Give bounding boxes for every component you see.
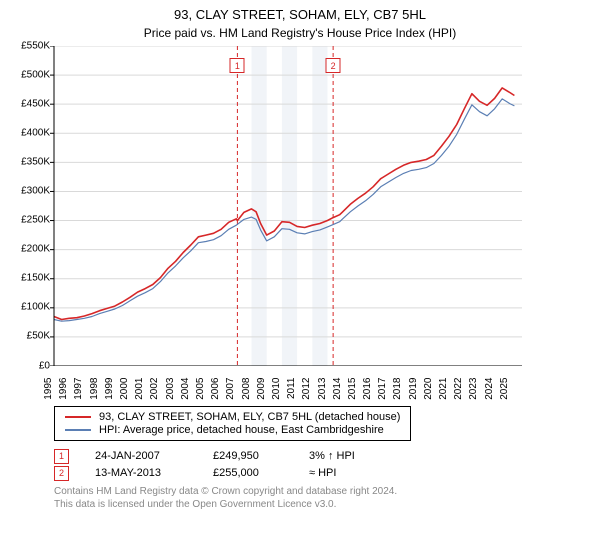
xtick-label: 2022	[453, 377, 464, 399]
xtick-label: 2012	[301, 377, 312, 399]
x-axis-labels: 1995 1996 1997 1998 1999 2000 2001 2002 2003 2004…	[8, 372, 528, 406]
chart: £0£50K£100K£150K£200K£250K£300K£350K£400…	[8, 46, 528, 400]
xtick-label: 2002	[149, 377, 160, 399]
xtick-label: 2017	[377, 377, 388, 399]
xtick-label: 1997	[73, 377, 84, 399]
sale-delta: ≈ HPI	[309, 467, 336, 479]
xtick-label: 1999	[104, 377, 115, 399]
xtick-label: 1998	[89, 377, 100, 399]
xtick-label: 2020	[423, 377, 434, 399]
sale-marker-icon: 2	[54, 466, 69, 481]
sale-row: 2 13-MAY-2013 £255,000 ≈ HPI	[54, 466, 592, 481]
footnote: Contains HM Land Registry data © Crown c…	[54, 485, 592, 511]
xtick-label: 2018	[392, 377, 403, 399]
legend-swatch	[65, 416, 91, 418]
legend-label: 93, CLAY STREET, SOHAM, ELY, CB7 5HL (de…	[99, 411, 400, 423]
chart-svg	[8, 46, 528, 366]
legend-item: 93, CLAY STREET, SOHAM, ELY, CB7 5HL (de…	[65, 411, 400, 423]
xtick-label: 2013	[317, 377, 328, 399]
legend: 93, CLAY STREET, SOHAM, ELY, CB7 5HL (de…	[54, 406, 411, 441]
xtick-label: 2009	[256, 377, 267, 399]
legend-item: HPI: Average price, detached house, East…	[65, 424, 400, 436]
xtick-label: 2003	[165, 377, 176, 399]
xtick-label: 2014	[332, 377, 343, 399]
xtick-label: 2005	[195, 377, 206, 399]
sale-marker: 1	[230, 58, 245, 73]
xtick-label: 1996	[58, 377, 69, 399]
footnote-line: Contains HM Land Registry data © Crown c…	[54, 485, 592, 498]
footnote-line: This data is licensed under the Open Gov…	[54, 498, 592, 511]
xtick-label: 2024	[484, 377, 495, 399]
xtick-label: 2021	[438, 377, 449, 399]
sale-date: 13-MAY-2013	[95, 467, 187, 479]
xtick-label: 2006	[210, 377, 221, 399]
sales-table: 1 24-JAN-2007 £249,950 3% ↑ HPI 2 13-MAY-2013…	[54, 449, 592, 481]
xtick-label: 2007	[225, 377, 236, 399]
xtick-label: 2019	[408, 377, 419, 399]
legend-swatch	[65, 429, 91, 431]
xtick-label: 1995	[43, 377, 54, 399]
xtick-label: 2015	[347, 377, 358, 399]
sale-delta: 3% ↑ HPI	[309, 450, 355, 462]
sale-price: £255,000	[213, 467, 283, 479]
xtick-label: 2000	[119, 377, 130, 399]
sale-row: 1 24-JAN-2007 £249,950 3% ↑ HPI	[54, 449, 592, 464]
xtick-label: 2001	[134, 377, 145, 399]
page-title: 93, CLAY STREET, SOHAM, ELY, CB7 5HL	[8, 6, 592, 24]
sale-date: 24-JAN-2007	[95, 450, 187, 462]
sale-marker-icon: 1	[54, 449, 69, 464]
chart-subtitle: Price paid vs. HM Land Registry's House …	[8, 26, 592, 40]
xtick-label: 2025	[499, 377, 510, 399]
xtick-label: 2011	[286, 377, 297, 399]
sale-price: £249,950	[213, 450, 283, 462]
sale-marker: 2	[326, 58, 341, 73]
xtick-label: 2010	[271, 377, 282, 399]
legend-label: HPI: Average price, detached house, East…	[99, 424, 384, 436]
xtick-label: 2008	[241, 377, 252, 399]
xtick-label: 2023	[468, 377, 479, 399]
xtick-label: 2016	[362, 377, 373, 399]
xtick-label: 2004	[180, 377, 191, 399]
